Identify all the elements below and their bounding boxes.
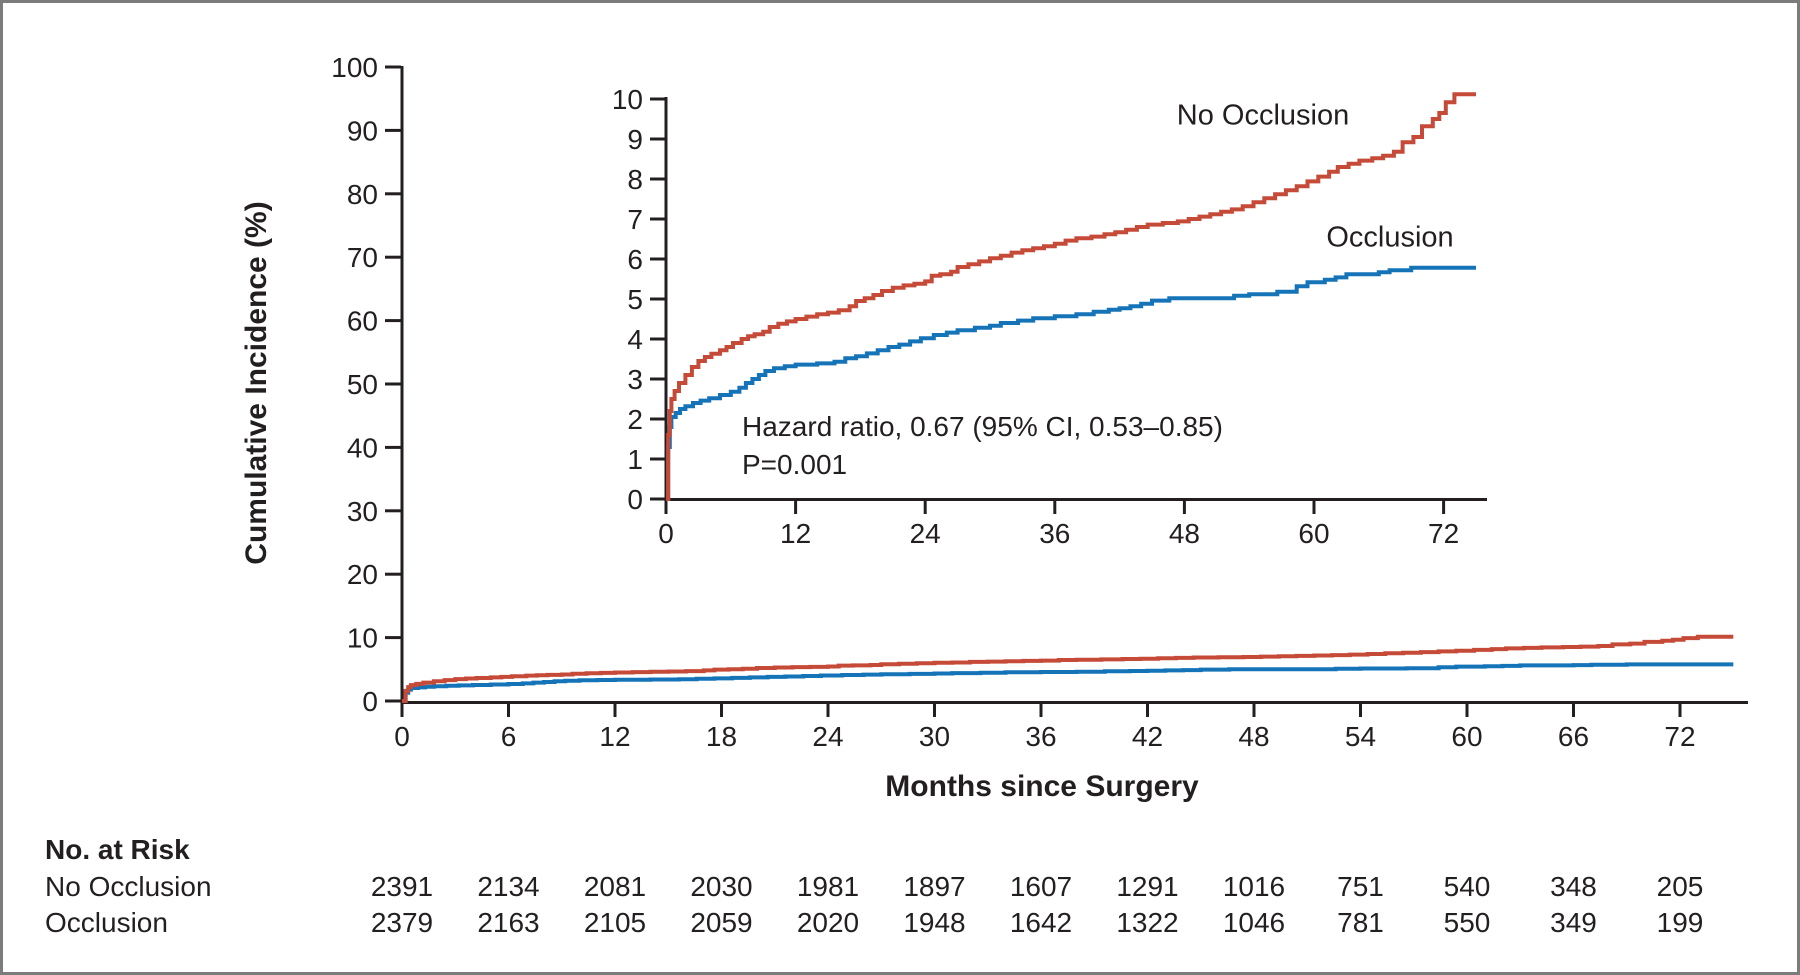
risk-value: 1607 <box>1009 871 1073 902</box>
x-axis-title: Months since Surgery <box>885 770 1199 803</box>
series-label-occlusion: Occlusion <box>1326 221 1454 254</box>
main-curve-occlusion <box>402 662 1734 703</box>
inset-x-tick-label: 48 <box>1169 518 1200 549</box>
risk-value: 1897 <box>903 871 966 902</box>
risk-value: 2391 <box>370 871 434 902</box>
hazard-ratio-annotation: Hazard ratio, 0.67 (95% CI, 0.53–0.85) P… <box>742 408 1223 484</box>
risk-value: 751 <box>1337 871 1384 902</box>
main-x-tick-label: 54 <box>1345 721 1376 752</box>
risk-value: 2030 <box>690 871 753 902</box>
risk-value: 2081 <box>583 871 647 902</box>
inset-x-tick-label: 72 <box>1428 518 1459 549</box>
inset-y-tick-label: 6 <box>627 244 643 275</box>
hazard-ratio-line: Hazard ratio, 0.67 (95% CI, 0.53–0.85) <box>742 411 1223 442</box>
inset-y-tick-label: 7 <box>627 204 643 235</box>
inset-x-tick-label: 60 <box>1298 518 1329 549</box>
main-x-tick-label: 30 <box>919 721 950 752</box>
main-x-tick-label: 6 <box>501 721 517 752</box>
risk-value: 199 <box>1656 907 1704 938</box>
risk-value: 2020 <box>796 907 860 938</box>
inset-y-tick-label: 10 <box>612 84 643 115</box>
main-x-tick-label: 18 <box>706 721 737 752</box>
risk-value: 348 <box>1550 871 1597 902</box>
main-y-tick-label: 100 <box>331 52 378 83</box>
main-y-tick-label: 0 <box>362 686 378 717</box>
risk-value: 1046 <box>1222 907 1286 938</box>
risk-value: 2059 <box>690 907 753 938</box>
main-y-tick-label: 90 <box>347 115 378 146</box>
inset-x-tick-label: 0 <box>658 518 674 549</box>
main-y-tick-label: 80 <box>347 179 378 210</box>
inset-y-tick-label: 8 <box>627 164 643 195</box>
risk-value: 1016 <box>1222 871 1286 902</box>
inset-x-tick-label: 36 <box>1039 518 1070 549</box>
main-x-tick-label: 12 <box>599 721 630 752</box>
inset-y-tick-label: 0 <box>627 484 643 515</box>
risk-row-label-occlusion: Occlusion <box>45 907 168 938</box>
main-y-tick-label: 60 <box>347 306 378 337</box>
main-y-tick-label: 70 <box>347 242 378 273</box>
main-y-tick-label: 20 <box>347 559 378 590</box>
main-curve-no-occlusion <box>402 634 1734 703</box>
main-axes <box>400 66 1748 704</box>
risk-value: 2105 <box>583 907 647 938</box>
y-axis-title: Cumulative Incidence (%) <box>240 201 273 565</box>
main-x-tick-label: 36 <box>1025 721 1056 752</box>
risk-table-title: No. at Risk <box>45 834 190 865</box>
risk-value: 550 <box>1443 907 1491 938</box>
inset-x-tick-label: 12 <box>780 518 811 549</box>
risk-value: 1642 <box>1009 907 1073 938</box>
risk-value: 2134 <box>477 871 540 902</box>
series-label-no-occlusion: No Occlusion <box>1176 99 1350 132</box>
main-y-tick-label: 40 <box>347 432 378 463</box>
main-y-tick-label: 30 <box>347 496 378 527</box>
risk-value: 2379 <box>370 907 434 938</box>
main-x-tick-label: 48 <box>1238 721 1269 752</box>
inset-y-tick-label: 1 <box>627 444 643 475</box>
risk-value: 540 <box>1443 871 1491 902</box>
main-y-tick-label: 50 <box>347 369 378 400</box>
inset-curve-no-occlusion <box>666 92 1476 501</box>
inset-curve-occlusion <box>666 265 1476 501</box>
risk-row-label-no-occlusion: No Occlusion <box>45 871 212 902</box>
risk-value: 781 <box>1337 907 1384 938</box>
risk-value: 1322 <box>1116 907 1179 938</box>
p-value-line: P=0.001 <box>742 449 848 480</box>
main-x-tick-label: 0 <box>394 721 410 752</box>
main-x-tick-label: 24 <box>812 721 843 752</box>
inset-y-tick-label: 4 <box>627 324 643 355</box>
risk-value: 1948 <box>903 907 966 938</box>
risk-value: 205 <box>1656 871 1704 902</box>
risk-value: 2163 <box>477 907 540 938</box>
main-x-tick-label: 42 <box>1132 721 1163 752</box>
main-y-tick-label: 10 <box>347 623 378 654</box>
main-x-tick-label: 72 <box>1664 721 1695 752</box>
main-x-tick-label: 66 <box>1558 721 1589 752</box>
inset-x-tick-label: 24 <box>910 518 941 549</box>
inset-y-tick-label: 3 <box>627 364 643 395</box>
inset-y-tick-label: 5 <box>627 284 643 315</box>
main-x-tick-label: 60 <box>1451 721 1482 752</box>
risk-value: 1291 <box>1116 871 1179 902</box>
risk-value: 1981 <box>796 871 860 902</box>
inset-y-tick-label: 2 <box>627 404 643 435</box>
risk-value: 349 <box>1550 907 1597 938</box>
inset-y-tick-label: 9 <box>627 124 643 155</box>
